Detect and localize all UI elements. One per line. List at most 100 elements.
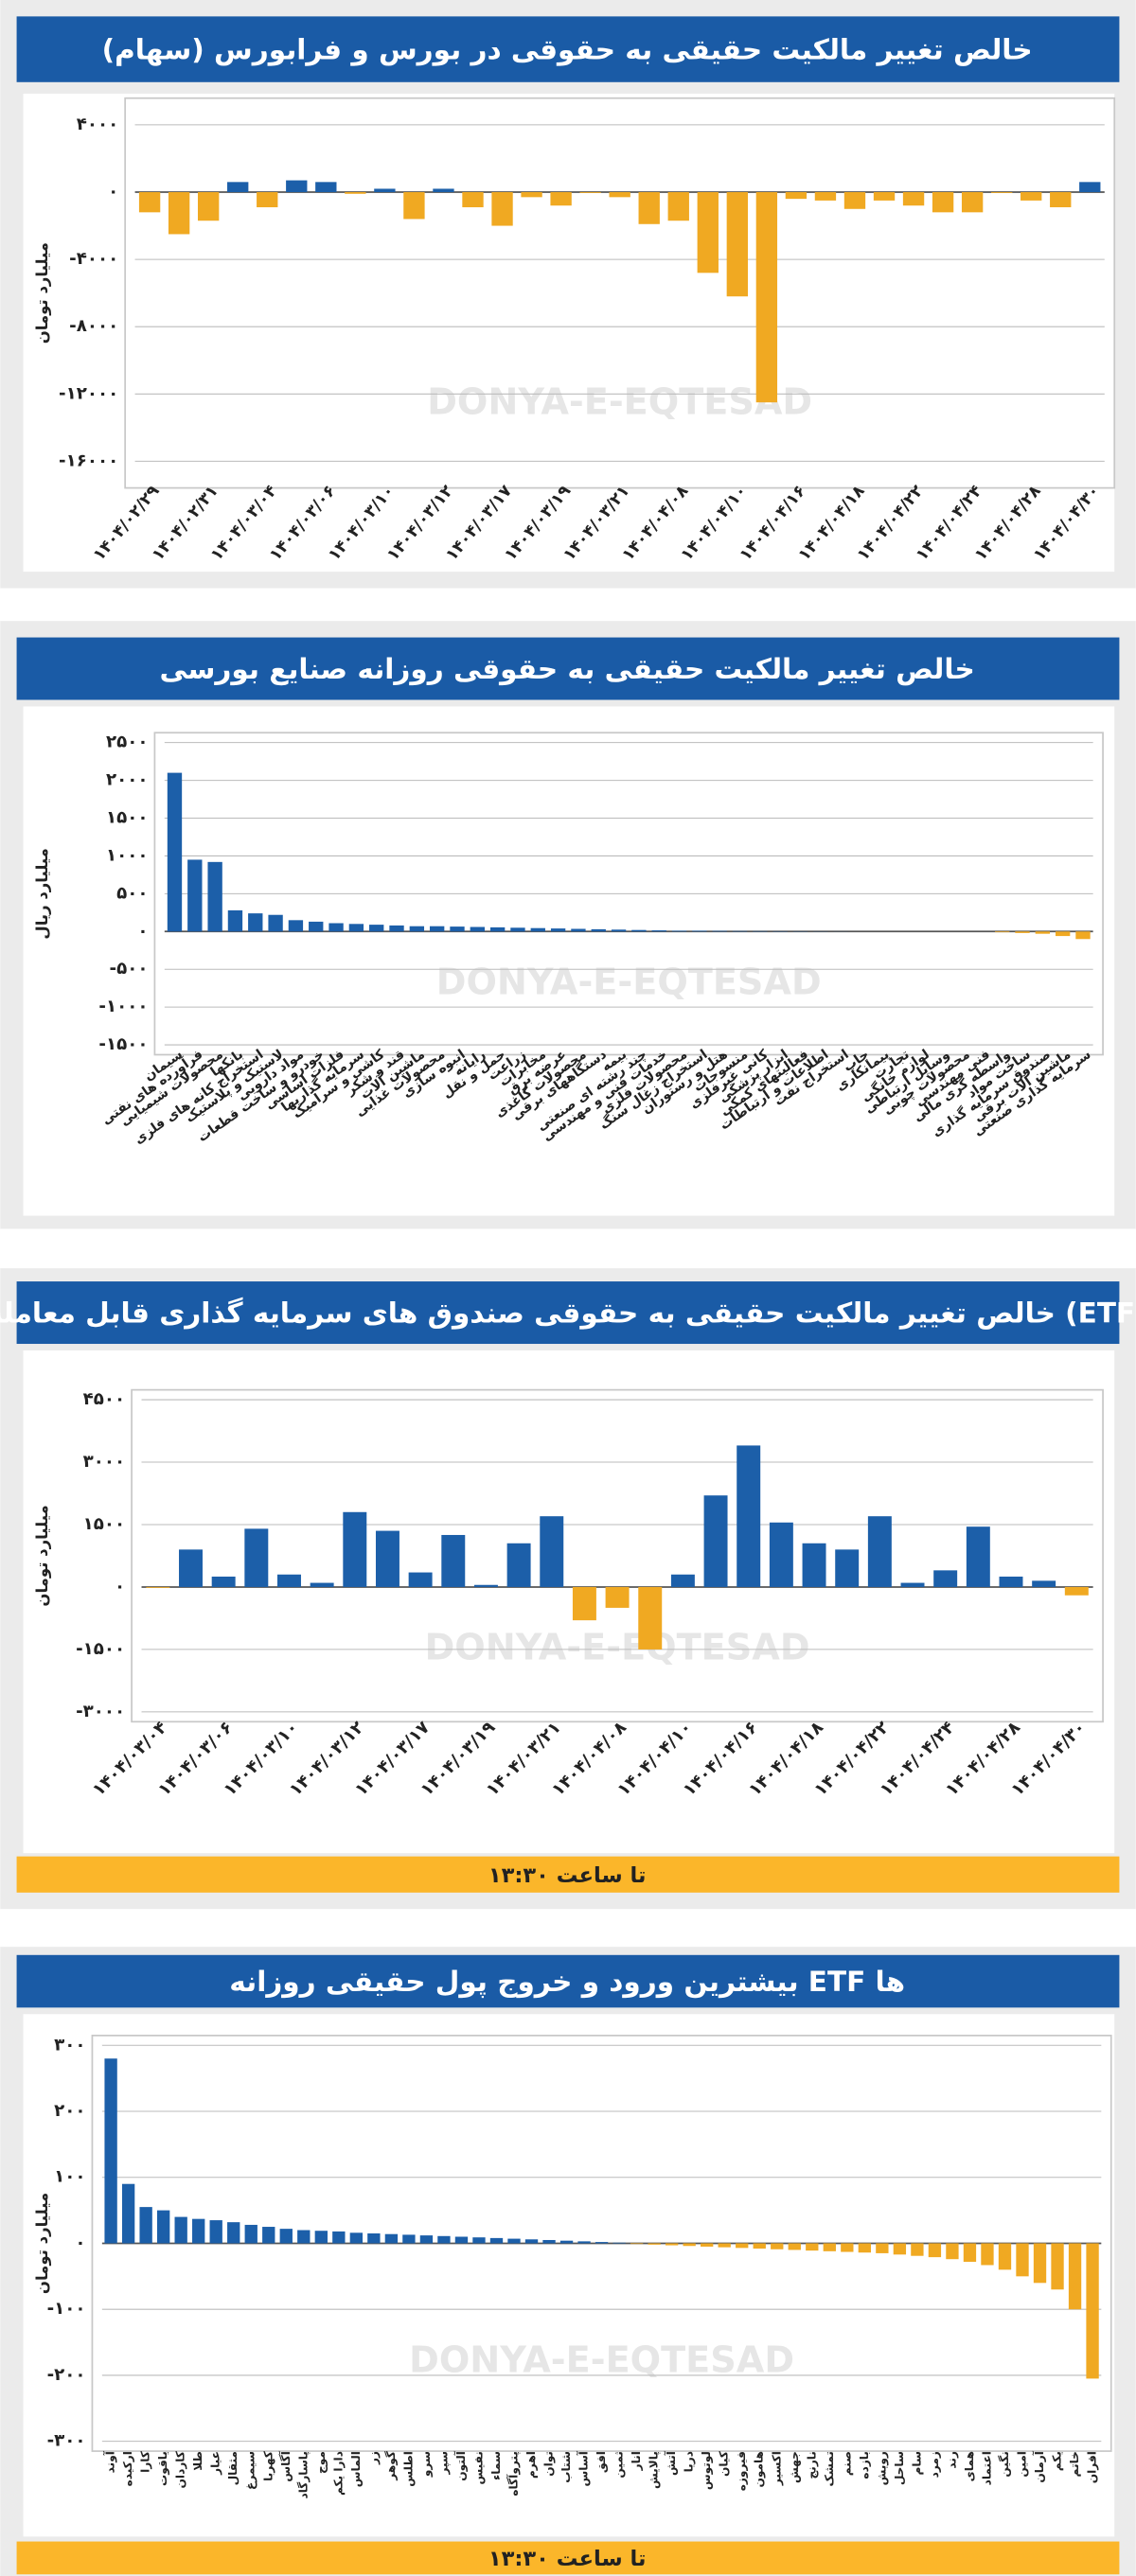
bar bbox=[369, 925, 384, 932]
bar bbox=[1064, 1586, 1089, 1596]
bar bbox=[835, 1549, 860, 1587]
bar bbox=[310, 1582, 334, 1587]
bar bbox=[806, 2243, 819, 2251]
bar bbox=[638, 192, 660, 224]
bar bbox=[507, 2238, 521, 2244]
bar bbox=[788, 2243, 801, 2250]
bar bbox=[332, 2231, 346, 2244]
chart-title: خالص تغییر مالکیت حقیقی به حقوقی روزانه … bbox=[160, 653, 975, 685]
bar bbox=[433, 188, 454, 193]
bar bbox=[612, 2242, 626, 2244]
watermark: DONYA-E-EQTESAD bbox=[425, 1627, 810, 1668]
x-tick-label: افران bbox=[1086, 2451, 1099, 2483]
x-tick-label: مثقال bbox=[226, 2451, 240, 2485]
bar bbox=[192, 2218, 205, 2244]
bar bbox=[450, 926, 465, 932]
bar bbox=[595, 2242, 609, 2244]
bar bbox=[521, 192, 542, 198]
bar bbox=[876, 2243, 889, 2253]
x-tick-label: امین bbox=[1015, 2451, 1028, 2478]
bar bbox=[345, 192, 366, 194]
plot-frame bbox=[91, 2034, 1112, 2452]
bar bbox=[121, 2183, 135, 2244]
bar bbox=[437, 2235, 451, 2244]
bar bbox=[785, 192, 808, 200]
x-tick-label: یکم bbox=[1051, 2451, 1064, 2471]
bar bbox=[841, 2243, 854, 2252]
x-tick-label: ثمین bbox=[612, 2451, 626, 2479]
x-tick-label: آرمان bbox=[1032, 2450, 1046, 2482]
plot-box bbox=[23, 1350, 1115, 1854]
x-tick-label: نگین bbox=[997, 2451, 1011, 2478]
x-tick-label: جهش bbox=[788, 2451, 801, 2483]
y-tick-label: ۳۰۰ bbox=[54, 2035, 85, 2055]
bar bbox=[491, 192, 513, 226]
bar bbox=[540, 1516, 564, 1587]
bar bbox=[244, 1528, 269, 1587]
y-tick-label: ۰ bbox=[75, 2232, 85, 2252]
bar bbox=[867, 1516, 892, 1587]
bar bbox=[755, 192, 778, 403]
x-tick-label: دریا bbox=[683, 2451, 696, 2472]
bar bbox=[631, 929, 647, 932]
bar bbox=[462, 192, 484, 208]
bar bbox=[207, 861, 222, 932]
x-tick-label: عیار bbox=[209, 2451, 222, 2476]
bar bbox=[286, 180, 308, 193]
bar bbox=[429, 926, 445, 932]
bar bbox=[542, 2239, 556, 2244]
y-tick-label: -۱۵۰۰ bbox=[98, 1034, 148, 1054]
bar bbox=[701, 2243, 714, 2247]
title-bar bbox=[16, 16, 1120, 82]
bar bbox=[470, 926, 485, 932]
y-tick-label: -۸۰۰۰ bbox=[69, 316, 118, 336]
x-tick-label: پالایش bbox=[648, 2451, 661, 2489]
bar bbox=[550, 192, 572, 206]
bar bbox=[999, 1576, 1023, 1587]
x-tick-label: نارنج bbox=[805, 2451, 818, 2479]
y-tick-label: ۰ bbox=[108, 182, 118, 202]
bar bbox=[1021, 192, 1042, 201]
bar bbox=[670, 1574, 695, 1587]
bar bbox=[900, 1582, 925, 1587]
note-bar bbox=[16, 1856, 1120, 1893]
bar bbox=[823, 2243, 836, 2251]
bar bbox=[571, 928, 586, 932]
y-tick-label: ۰ bbox=[137, 921, 148, 941]
y-tick-label: -۱۶۰۰۰ bbox=[59, 450, 118, 470]
bar bbox=[843, 192, 866, 209]
bar bbox=[648, 2243, 661, 2245]
y-tick-label: ۲۰۰۰ bbox=[106, 770, 148, 790]
x-tick-label: کارا bbox=[139, 2450, 152, 2473]
y-tick-label: ۱۵۰۰ bbox=[83, 1514, 125, 1534]
x-tick-label: لوتوس bbox=[700, 2451, 713, 2490]
bar bbox=[858, 2243, 872, 2253]
bar bbox=[667, 192, 689, 221]
bar bbox=[277, 1574, 301, 1587]
bar bbox=[227, 2222, 240, 2244]
bar bbox=[933, 1570, 958, 1587]
bar bbox=[769, 1522, 793, 1587]
x-tick-label: گوهر bbox=[383, 2450, 398, 2481]
x-tick-label: پتروآگاه bbox=[506, 2451, 521, 2497]
x-tick-label: شتاب bbox=[559, 2451, 573, 2483]
bar bbox=[104, 2058, 117, 2244]
y-tick-label: ۴۰۰۰ bbox=[77, 115, 118, 134]
bar bbox=[611, 929, 627, 932]
bar bbox=[211, 1576, 236, 1587]
chart-title: بیشترین ورود و خروج پول حقیقی روزانه ETF… bbox=[229, 1966, 905, 1999]
bar bbox=[963, 2243, 977, 2262]
bar bbox=[167, 772, 183, 932]
y-tick-label: ۱۵۰۰ bbox=[106, 808, 148, 828]
y-tick-label: -۱۰۰ bbox=[47, 2299, 86, 2319]
y-tick-label: -۱۰۰۰ bbox=[98, 997, 148, 1016]
bar bbox=[692, 930, 707, 932]
bar bbox=[737, 1445, 761, 1587]
x-tick-label: الماس bbox=[349, 2451, 363, 2487]
x-tick-label: موج bbox=[314, 2451, 328, 2474]
bar bbox=[1016, 2243, 1029, 2277]
bar bbox=[187, 859, 203, 932]
watermark: DONYA-E-EQTESAD bbox=[427, 381, 812, 423]
bar bbox=[802, 1543, 826, 1587]
x-tick-label: پاسارگاد bbox=[295, 2451, 310, 2498]
